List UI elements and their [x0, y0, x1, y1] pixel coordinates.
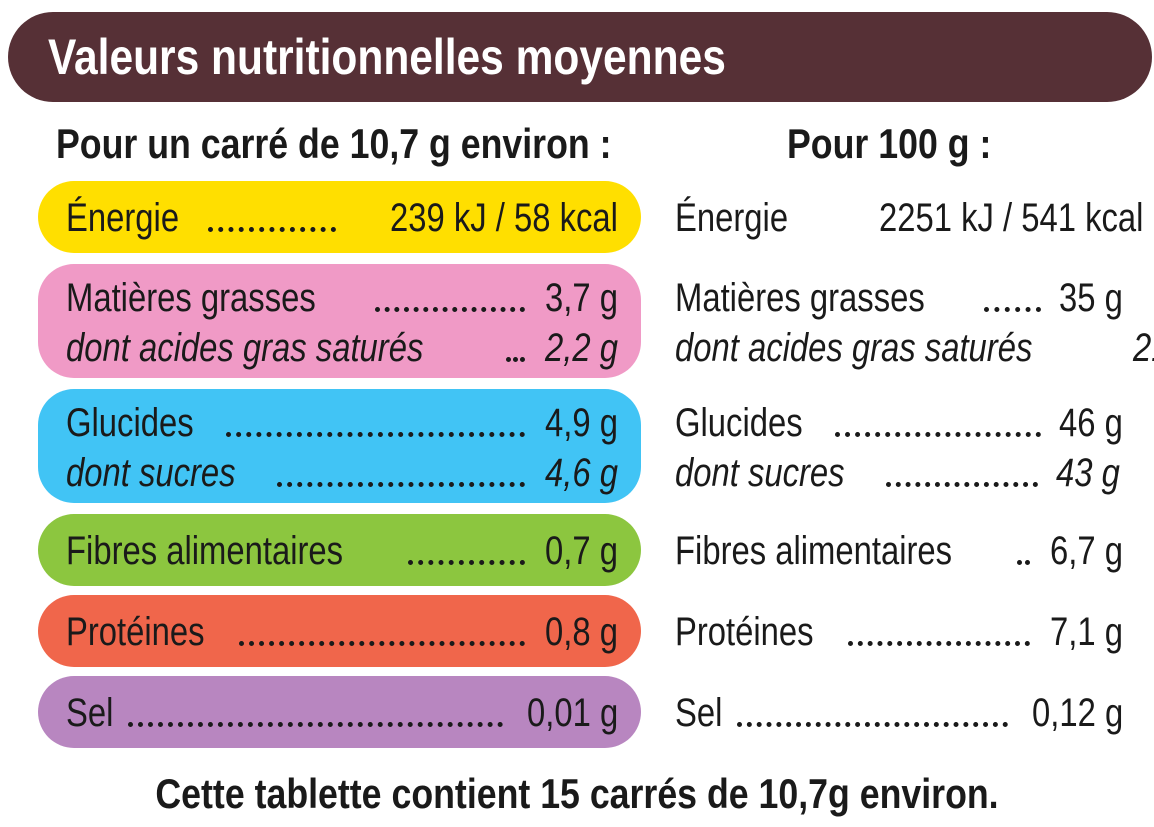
left-carbs-value: 4,9 g: [545, 401, 618, 445]
leader-dots: [127, 722, 503, 727]
leader-dots: [834, 432, 1042, 437]
leader-dots: [505, 357, 526, 362]
right-sugars-label: dont sucres: [675, 451, 845, 495]
right-fibre-label: Fibres alimentaires: [675, 529, 953, 573]
right-fat-value: 35 g: [1059, 276, 1123, 320]
left-fibre-row: Fibres alimentaires 0,7 g: [66, 525, 618, 577]
right-energy-label: Énergie: [675, 196, 789, 240]
right-fat-label: Matières grasses: [675, 276, 925, 320]
left-energy-row: Énergie 239 kJ / 58 kcal: [66, 192, 618, 244]
header-per-100g: Pour 100 g :: [787, 120, 992, 167]
left-sat-fat-row: dont acides gras saturés 2,2 g: [66, 322, 618, 374]
left-sat-fat-label: dont acides gras saturés: [66, 326, 424, 370]
protein-pill: [38, 595, 641, 667]
left-sat-fat-value: 2,2 g: [545, 326, 618, 370]
right-sugars-value: 43 g: [1056, 451, 1120, 495]
right-salt-label: Sel: [675, 691, 723, 735]
leader-dots: [885, 482, 1039, 487]
right-protein-label: Protéines: [675, 610, 814, 654]
right-salt-row: Sel 0,12 g: [675, 687, 1123, 739]
left-sugars-label: dont sucres: [66, 451, 236, 495]
footer-note: Cette tablette contient 15 carrés de 10,…: [0, 766, 1154, 822]
fibre-pill: [38, 514, 641, 586]
left-carbs-label: Glucides: [66, 401, 194, 445]
left-protein-label: Protéines: [66, 610, 205, 654]
header-per-square: Pour un carré de 10,7 g environ :: [56, 120, 612, 167]
energy-pill: [38, 181, 641, 253]
right-salt-value: 0,12 g: [1031, 691, 1123, 735]
left-salt-label: Sel: [66, 691, 114, 735]
right-sat-fat-label: dont acides gras saturés: [675, 326, 1033, 370]
right-fat-row: Matières grasses 35 g: [675, 272, 1123, 324]
leader-dots: [847, 641, 1031, 646]
right-carbs-row: Glucides 46 g: [675, 397, 1123, 449]
left-energy-label: Énergie: [66, 196, 180, 240]
right-fibre-value: 6,7 g: [1050, 529, 1123, 573]
leader-dots: [374, 307, 526, 312]
left-energy-value: 239 kJ / 58 kcal: [390, 196, 618, 240]
right-fibre-row: Fibres alimentaires 6,7 g: [675, 525, 1123, 577]
leader-dots: [983, 307, 1042, 312]
right-energy-row: Énergie 2251 kJ / 541 kcal: [675, 192, 1143, 244]
right-sat-fat-value: 21 g: [1132, 326, 1154, 370]
left-salt-value: 0,01 g: [526, 691, 618, 735]
leader-dots: [276, 482, 526, 487]
right-carbs-value: 46 g: [1059, 401, 1123, 445]
leader-dots: [207, 227, 337, 232]
right-carbs-label: Glucides: [675, 401, 803, 445]
salt-pill: [38, 676, 641, 748]
leader-dots: [1016, 560, 1031, 565]
fat-pill: [38, 264, 641, 378]
right-sugars-row: dont sucres 43 g: [675, 447, 1120, 499]
left-fibre-value: 0,7 g: [545, 529, 618, 573]
footer-text: Cette tablette contient 15 carrés de 10,…: [155, 770, 999, 817]
left-carbs-row: Glucides 4,9 g: [66, 397, 618, 449]
right-energy-value: 2251 kJ / 541 kcal: [878, 196, 1144, 240]
right-protein-value: 7,1 g: [1050, 610, 1123, 654]
right-protein-row: Protéines 7,1 g: [675, 606, 1123, 658]
leader-dots: [736, 722, 1008, 727]
leader-dots: [407, 560, 526, 565]
left-fibre-label: Fibres alimentaires: [66, 529, 344, 573]
left-fat-label: Matières grasses: [66, 276, 316, 320]
left-protein-row: Protéines 0,8 g: [66, 606, 618, 658]
left-salt-row: Sel 0,01 g: [66, 687, 618, 739]
page-title: Valeurs nutritionnelles moyennes: [48, 29, 726, 85]
left-protein-value: 0,8 g: [545, 610, 618, 654]
left-sugars-value: 4,6 g: [545, 451, 618, 495]
left-fat-value: 3,7 g: [545, 276, 618, 320]
title-banner: Valeurs nutritionnelles moyennes: [8, 12, 1152, 102]
left-sugars-row: dont sucres 4,6 g: [66, 447, 618, 499]
leader-dots: [225, 432, 526, 437]
right-sat-fat-row: dont acides gras saturés 21 g: [675, 322, 1154, 374]
left-fat-row: Matières grasses 3,7 g: [66, 272, 618, 324]
leader-dots: [238, 641, 526, 646]
